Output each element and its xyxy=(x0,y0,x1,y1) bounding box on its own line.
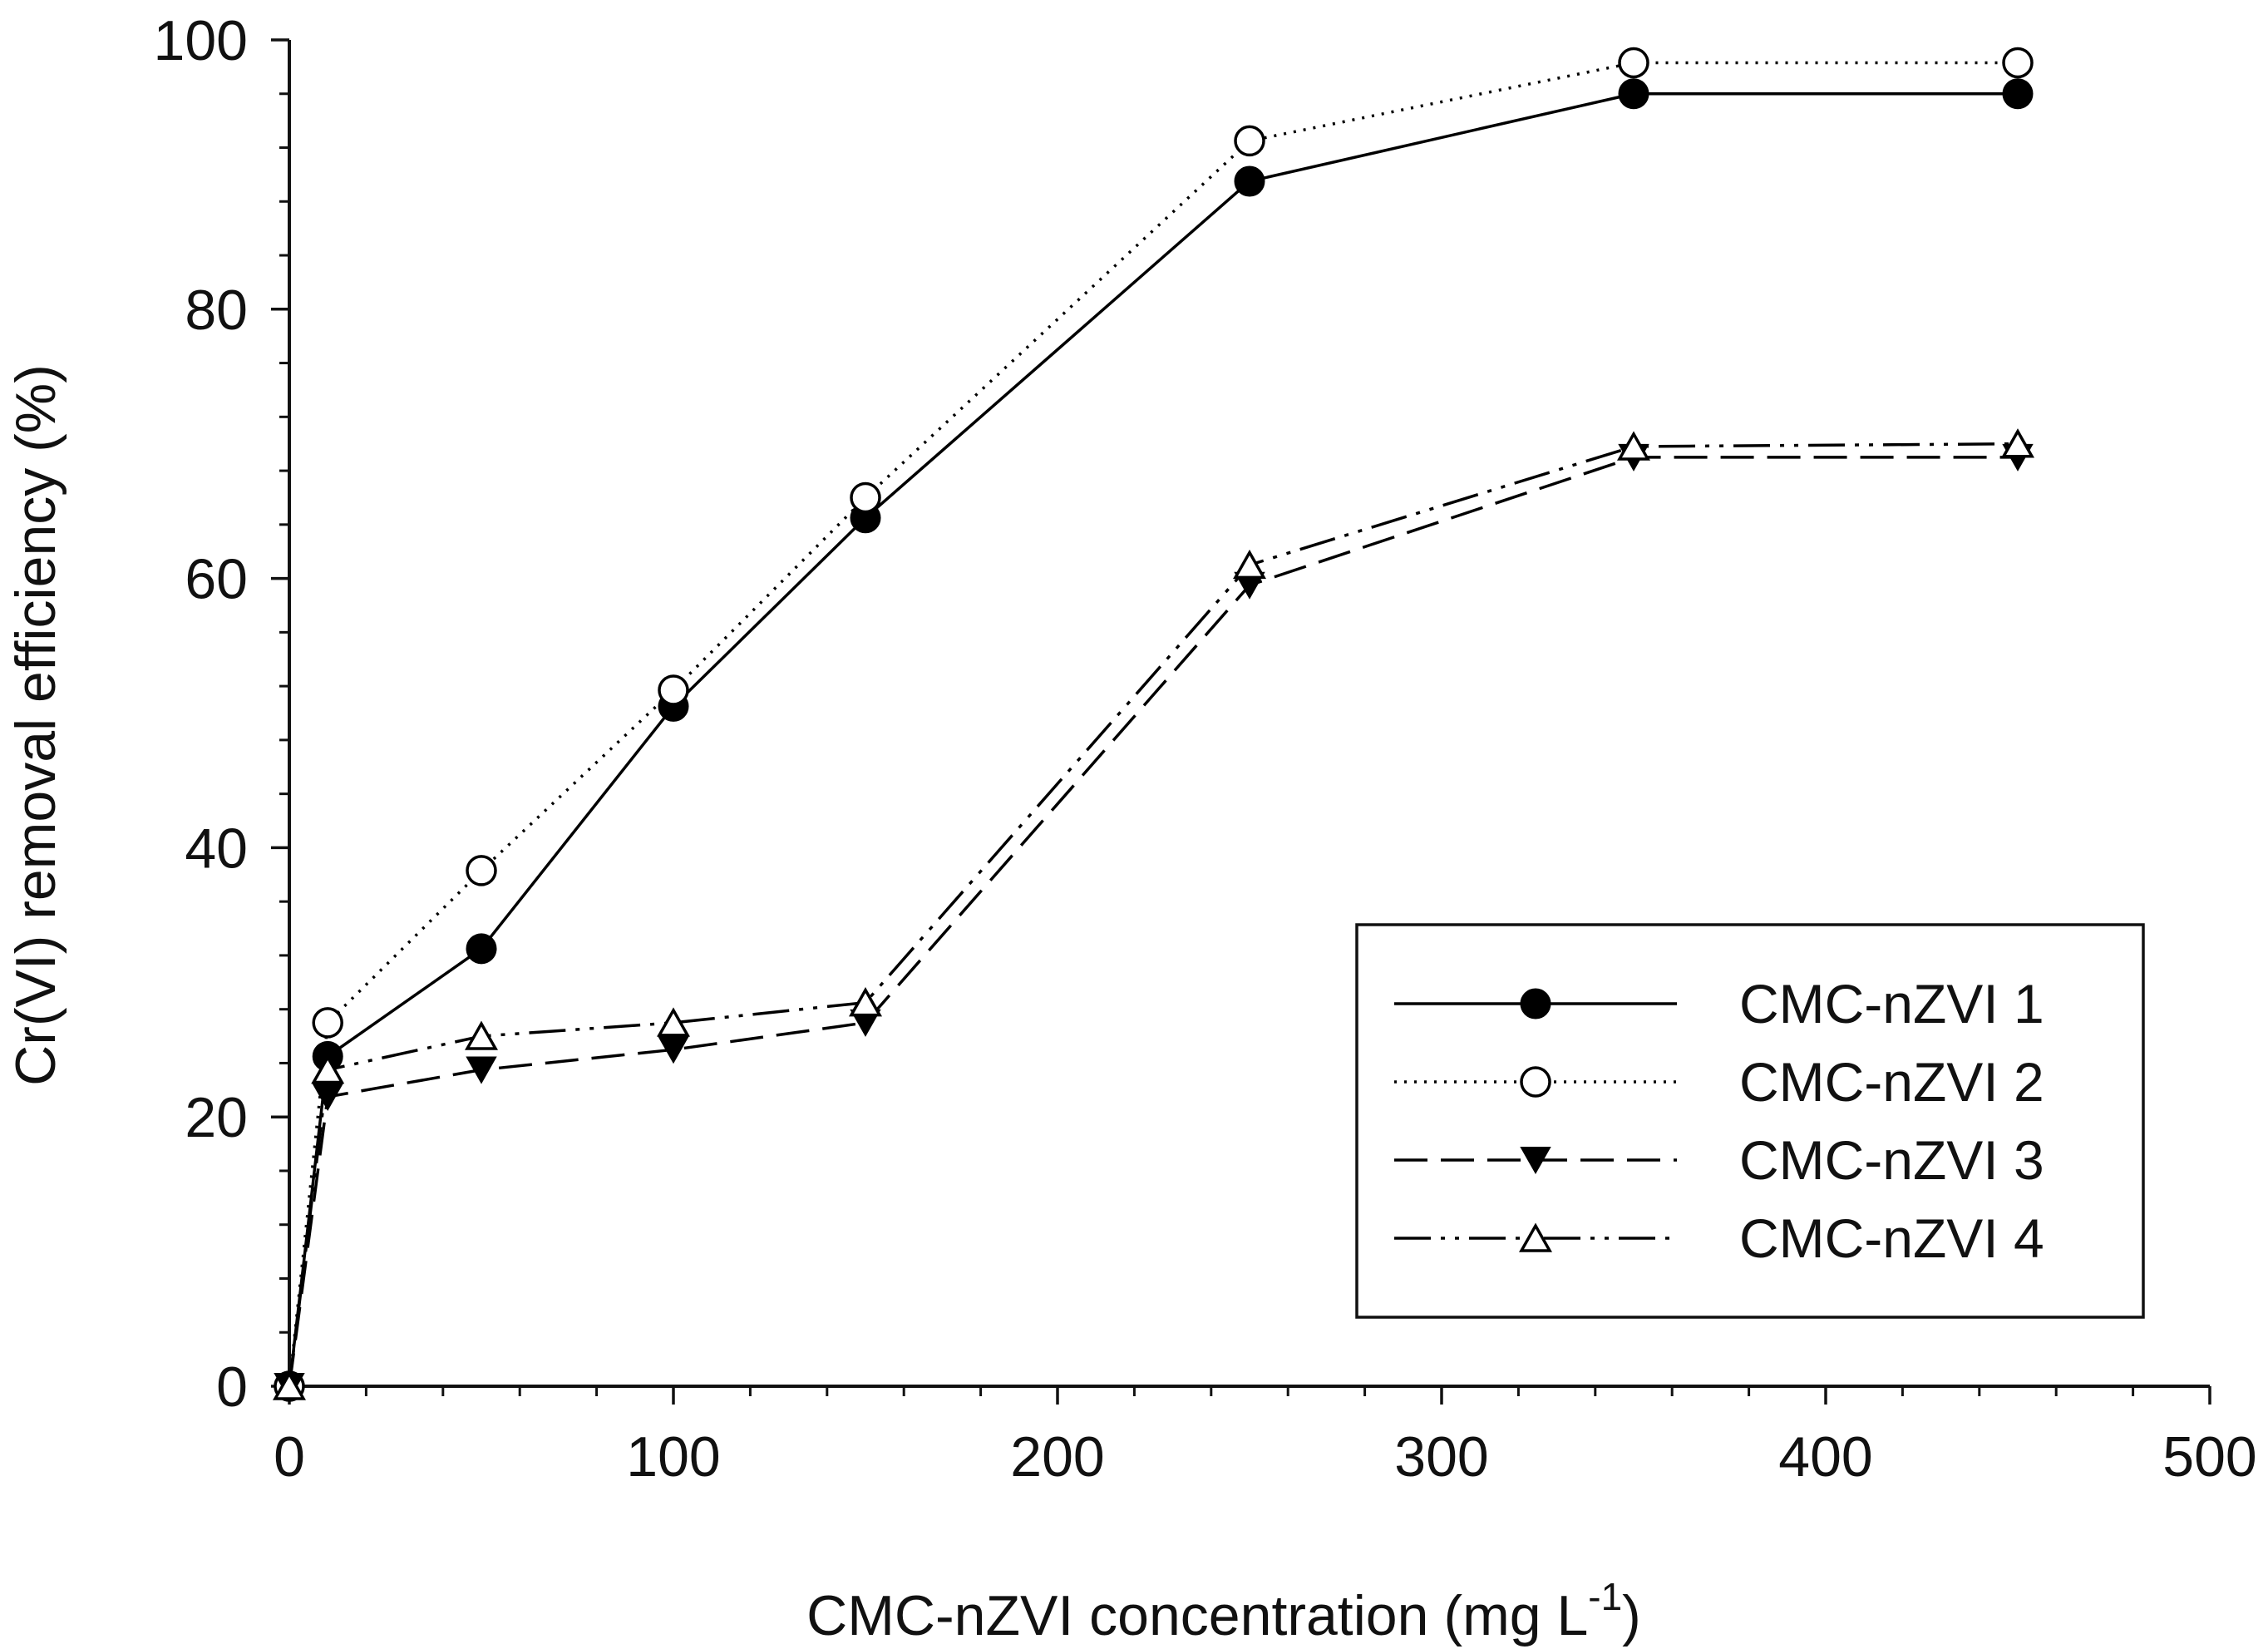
legend-marker-2 xyxy=(1520,1066,1551,1098)
x-tick-label: 500 xyxy=(2162,1425,2256,1489)
y-axis-title: Cr(VI) removal efficiency (%) xyxy=(4,364,67,1086)
data-point-series-4 xyxy=(464,1020,499,1050)
x-axis-title-unit-close: ) xyxy=(1622,1584,1641,1647)
x-tick-label: 100 xyxy=(626,1425,720,1489)
data-point-series-4 xyxy=(311,1054,345,1084)
data-point-series-4 xyxy=(1232,549,1267,580)
legend-marker-1 xyxy=(1520,988,1551,1020)
data-point-series-3 xyxy=(658,1036,689,1064)
x-axis-title-unit-exp: -1 xyxy=(1588,1575,1622,1618)
series-line-1 xyxy=(288,92,2018,1387)
data-point-series-1 xyxy=(1618,78,1649,110)
y-tick-label: 80 xyxy=(185,279,248,342)
data-point-series-2 xyxy=(850,481,881,514)
data-point-series-2 xyxy=(1234,125,1265,157)
series-line-2 xyxy=(288,61,2018,1387)
y-tick-label: 40 xyxy=(185,817,248,880)
data-point-series-2 xyxy=(466,855,497,886)
data-point-series-4 xyxy=(656,1007,691,1037)
data-point-series-2 xyxy=(658,674,689,706)
data-point-series-3 xyxy=(466,1056,497,1084)
series-line-3 xyxy=(288,456,2018,1387)
y-tick-label: 20 xyxy=(185,1086,248,1149)
data-point-series-4 xyxy=(272,1370,307,1400)
data-point-series-1 xyxy=(1234,165,1265,197)
legend-marker-3 xyxy=(1520,1147,1551,1175)
data-point-series-3 xyxy=(312,1083,343,1111)
legend-label-3: CMC-nZVI 3 xyxy=(1739,1129,2044,1191)
legend-label-4: CMC-nZVI 4 xyxy=(1739,1207,2044,1269)
series-markers xyxy=(272,47,2035,1402)
axes: 0 100 200 300 400 500 0 20 40 60 80 100 xyxy=(154,9,2257,1489)
x-axis-title: CMC-nZVI concentration (mg L-1) xyxy=(806,1575,1641,1647)
x-tick-label: 400 xyxy=(1778,1425,1872,1489)
x-tick-label: 300 xyxy=(1394,1425,1488,1489)
series-lines xyxy=(288,61,2019,1387)
x-tick-label: 0 xyxy=(274,1425,305,1489)
x-tick-label: 200 xyxy=(1010,1425,1104,1489)
legend-box xyxy=(1355,923,2145,1319)
x-axis-title-main: CMC-nZVI concentration xyxy=(806,1584,1428,1647)
data-point-series-1 xyxy=(2002,78,2034,110)
legend-label-2: CMC-nZVI 2 xyxy=(1739,1051,2044,1113)
legend-marker-4 xyxy=(1518,1222,1553,1252)
y-tick-label: 60 xyxy=(185,548,248,611)
data-point-series-2 xyxy=(2002,47,2034,79)
data-point-series-2 xyxy=(1618,47,1649,79)
series-line-4 xyxy=(288,442,2019,1387)
y-tick-label: 0 xyxy=(216,1355,248,1419)
legend-label-1: CMC-nZVI 1 xyxy=(1739,973,2044,1034)
data-point-series-1 xyxy=(466,933,497,965)
legend: CMC-nZVI 1 CMC-nZVI 2 CMC-nZVI 3 CMC-nZVI 4 xyxy=(1355,923,2145,1319)
data-point-series-4 xyxy=(2000,428,2035,458)
data-point-series-2 xyxy=(312,1007,343,1039)
data-point-series-4 xyxy=(1616,431,1651,461)
x-axis-title-unit: (mg L xyxy=(1443,1584,1588,1647)
data-point-series-4 xyxy=(848,987,883,1017)
y-tick-label: 100 xyxy=(154,9,248,72)
